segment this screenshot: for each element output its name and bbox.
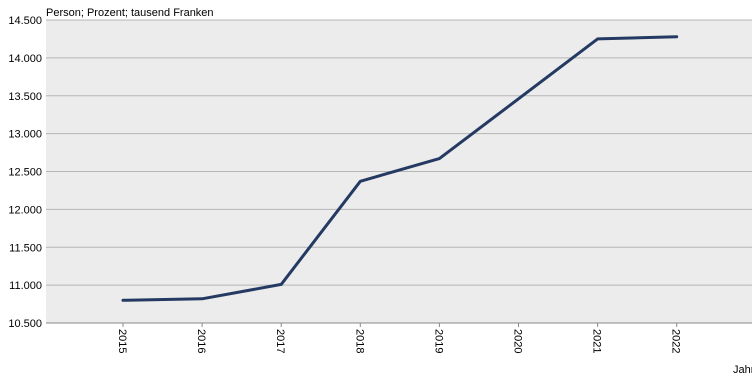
x-tick-label: 2018	[353, 329, 365, 353]
series-line	[121, 35, 679, 302]
y-tick-label: 14.500	[8, 15, 42, 27]
x-tick-label: 2016	[195, 329, 207, 353]
x-tick-label: 2015	[116, 329, 128, 353]
x-axis-ticks: 2015 2016 2017 2018 2019 2020 2021 2022	[116, 323, 682, 353]
y-tick-label: 12.500	[8, 167, 42, 179]
x-tick-label: 2021	[591, 329, 603, 353]
y-tick-label: 14.000	[8, 53, 42, 65]
x-tick-label: 2017	[274, 329, 286, 353]
y-tick-label: 11.500	[9, 242, 42, 254]
y-tick-label: 10.500	[8, 318, 42, 330]
y-tick-label: 11.000	[9, 280, 42, 292]
x-tick-label: 2020	[512, 329, 524, 353]
y-tick-label: 13.000	[8, 129, 42, 141]
y-tick-label: 12.000	[8, 204, 42, 216]
y-tick-label: 13.500	[8, 91, 42, 103]
x-tick-label: 2022	[670, 329, 682, 353]
gridlines	[46, 19, 752, 324]
x-tick-label: 2019	[432, 329, 444, 353]
y-axis-ticks: 10.500 11.000 11.500 12.000 12.500 13.000 13.5…	[8, 15, 42, 330]
y-axis-label: Person; Prozent; tausend Franken	[46, 7, 214, 19]
x-axis-label: Jahr	[733, 364, 752, 376]
